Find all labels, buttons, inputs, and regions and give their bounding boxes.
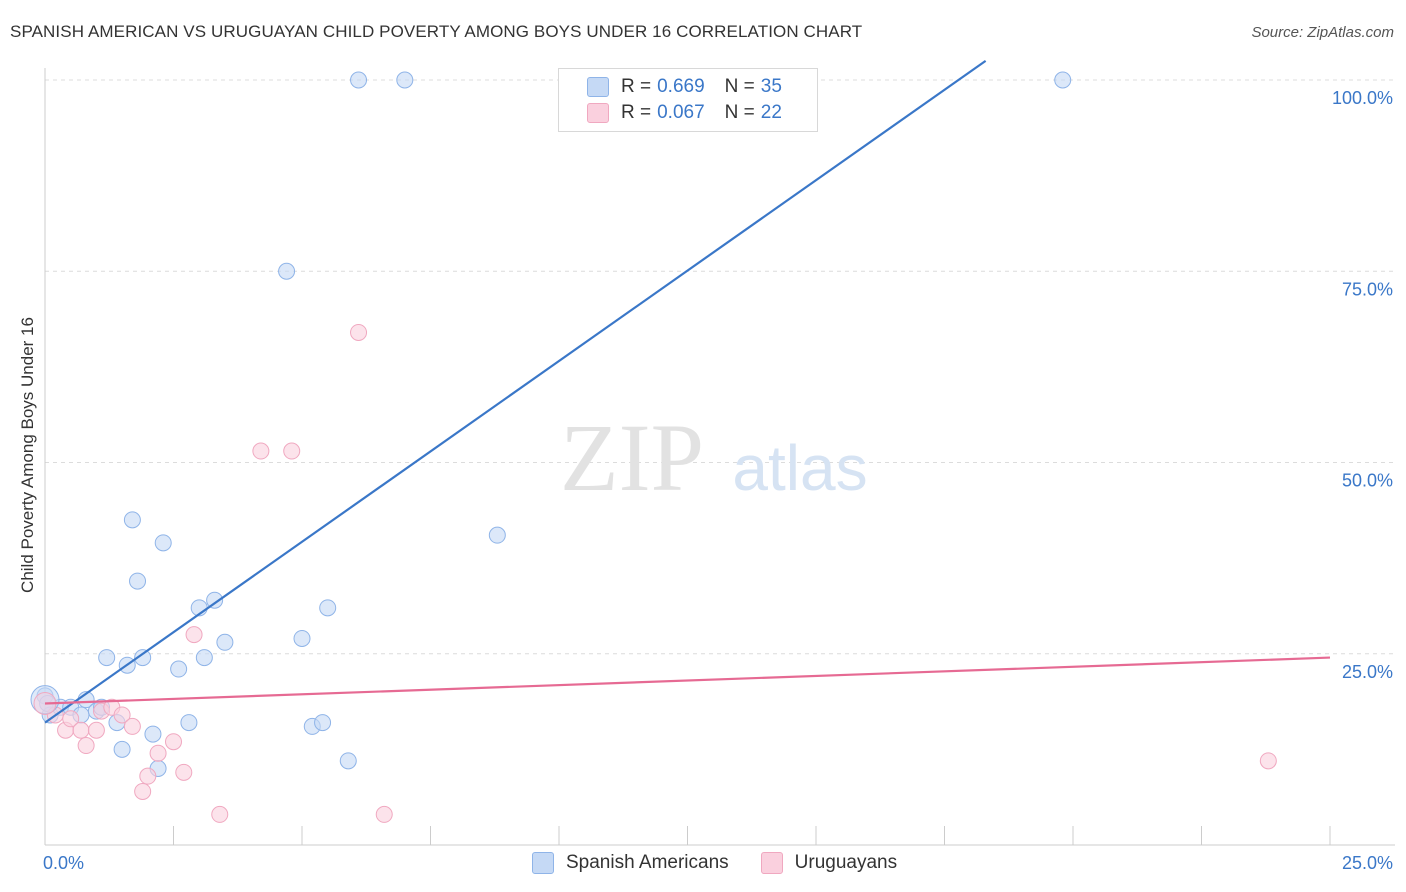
- point-spanish-americans[interactable]: [293, 629, 311, 647]
- point-spanish-americans[interactable]: [154, 534, 172, 552]
- legend-label-spanish-americans: Spanish Americans: [566, 852, 729, 873]
- point-spanish-americans[interactable]: [314, 714, 332, 732]
- y-tick-label: 75.0%: [1342, 279, 1393, 299]
- point-spanish-americans[interactable]: [129, 572, 147, 590]
- legend-label-uruguayans: Uruguayans: [794, 852, 898, 873]
- x-tick-label: 25.0%: [1342, 853, 1393, 873]
- point-uruguayans[interactable]: [185, 626, 203, 644]
- y-tick-label: 25.0%: [1342, 662, 1393, 682]
- point-uruguayans[interactable]: [149, 744, 167, 762]
- legend-r-value: 0.669: [657, 76, 705, 97]
- point-spanish-americans[interactable]: [339, 752, 357, 770]
- point-spanish-americans[interactable]: [1054, 71, 1072, 89]
- legend-swatch-uruguayans: [587, 103, 609, 123]
- point-spanish-americans[interactable]: [216, 633, 234, 651]
- trendlines: [44, 59, 1331, 724]
- point-uruguayans[interactable]: [375, 805, 393, 823]
- point-spanish-americans[interactable]: [134, 649, 152, 667]
- data-points: [30, 71, 1277, 823]
- y-tick-label: 100.0%: [1332, 88, 1393, 108]
- point-uruguayans[interactable]: [1259, 752, 1277, 770]
- axes: [44, 68, 1395, 846]
- point-spanish-americans[interactable]: [350, 71, 368, 89]
- point-spanish-americans[interactable]: [206, 591, 224, 609]
- watermark-atlas: atlas: [732, 432, 867, 504]
- tick-labels: 25.0% 50.0% 75.0% 100.0% 0.0% 25.0%: [43, 88, 1393, 873]
- point-uruguayans[interactable]: [72, 721, 90, 739]
- point-uruguayans[interactable]: [350, 323, 368, 341]
- point-uruguayans[interactable]: [283, 442, 301, 460]
- point-uruguayans[interactable]: [175, 763, 193, 781]
- point-uruguayans[interactable]: [113, 706, 131, 724]
- point-uruguayans[interactable]: [139, 767, 157, 785]
- legend-item-uruguayans[interactable]: Uruguayans: [760, 852, 898, 874]
- series-legend: Spanish Americans Uruguayans: [532, 852, 929, 874]
- point-uruguayans[interactable]: [252, 442, 270, 460]
- watermark: ZIP atlas: [560, 404, 868, 511]
- point-uruguayans[interactable]: [134, 782, 152, 800]
- point-spanish-americans[interactable]: [278, 262, 296, 280]
- legend-item-spanish-americans[interactable]: Spanish Americans: [532, 852, 729, 874]
- legend-swatch-spanish-americans: [587, 77, 609, 97]
- point-spanish-americans[interactable]: [396, 71, 414, 89]
- point-spanish-americans[interactable]: [123, 511, 141, 529]
- point-spanish-americans[interactable]: [319, 599, 337, 617]
- point-spanish-americans[interactable]: [488, 526, 506, 544]
- trendline-spanish-americans: [44, 59, 987, 724]
- stats-legend: R = 0.669 N = 35 R = 0.067 N = 22: [558, 68, 818, 132]
- point-spanish-americans[interactable]: [98, 649, 116, 667]
- trendline-uruguayans: [44, 656, 1331, 705]
- point-uruguayans[interactable]: [77, 737, 95, 755]
- point-spanish-americans[interactable]: [195, 649, 213, 667]
- point-spanish-americans[interactable]: [144, 725, 162, 743]
- x-tick-label: 0.0%: [43, 853, 84, 873]
- legend-r-value: 0.067: [657, 102, 705, 123]
- watermark-zip: ZIP: [560, 404, 704, 511]
- point-uruguayans[interactable]: [123, 717, 141, 735]
- point-uruguayans[interactable]: [62, 710, 80, 728]
- point-uruguayans[interactable]: [87, 721, 105, 739]
- point-uruguayans[interactable]: [211, 805, 229, 823]
- legend-r-label: R =: [621, 102, 652, 123]
- legend-row-spanish-americans: R = 0.669 N = 35: [587, 75, 782, 99]
- legend-n-label: N =: [724, 76, 755, 97]
- legend-n-value: 35: [760, 76, 782, 97]
- point-spanish-americans[interactable]: [180, 714, 198, 732]
- point-spanish-americans[interactable]: [170, 660, 188, 678]
- y-tick-label: 50.0%: [1342, 471, 1393, 491]
- gridlines: [45, 79, 1395, 655]
- legend-swatch-spanish-americans: [532, 852, 554, 874]
- point-spanish-americans[interactable]: [113, 740, 131, 758]
- source-label: Source: ZipAtlas.com: [1251, 24, 1394, 41]
- legend-row-uruguayans: R = 0.067 N = 22: [587, 101, 782, 125]
- legend-n-value: 22: [760, 102, 782, 123]
- legend-r-label: R =: [621, 76, 652, 97]
- point-uruguayans[interactable]: [165, 733, 182, 751]
- legend-n-label: N =: [724, 102, 755, 123]
- legend-swatch-uruguayans: [760, 852, 783, 874]
- chart-title: SPANISH AMERICAN VS URUGUAYAN CHILD POVE…: [10, 22, 863, 41]
